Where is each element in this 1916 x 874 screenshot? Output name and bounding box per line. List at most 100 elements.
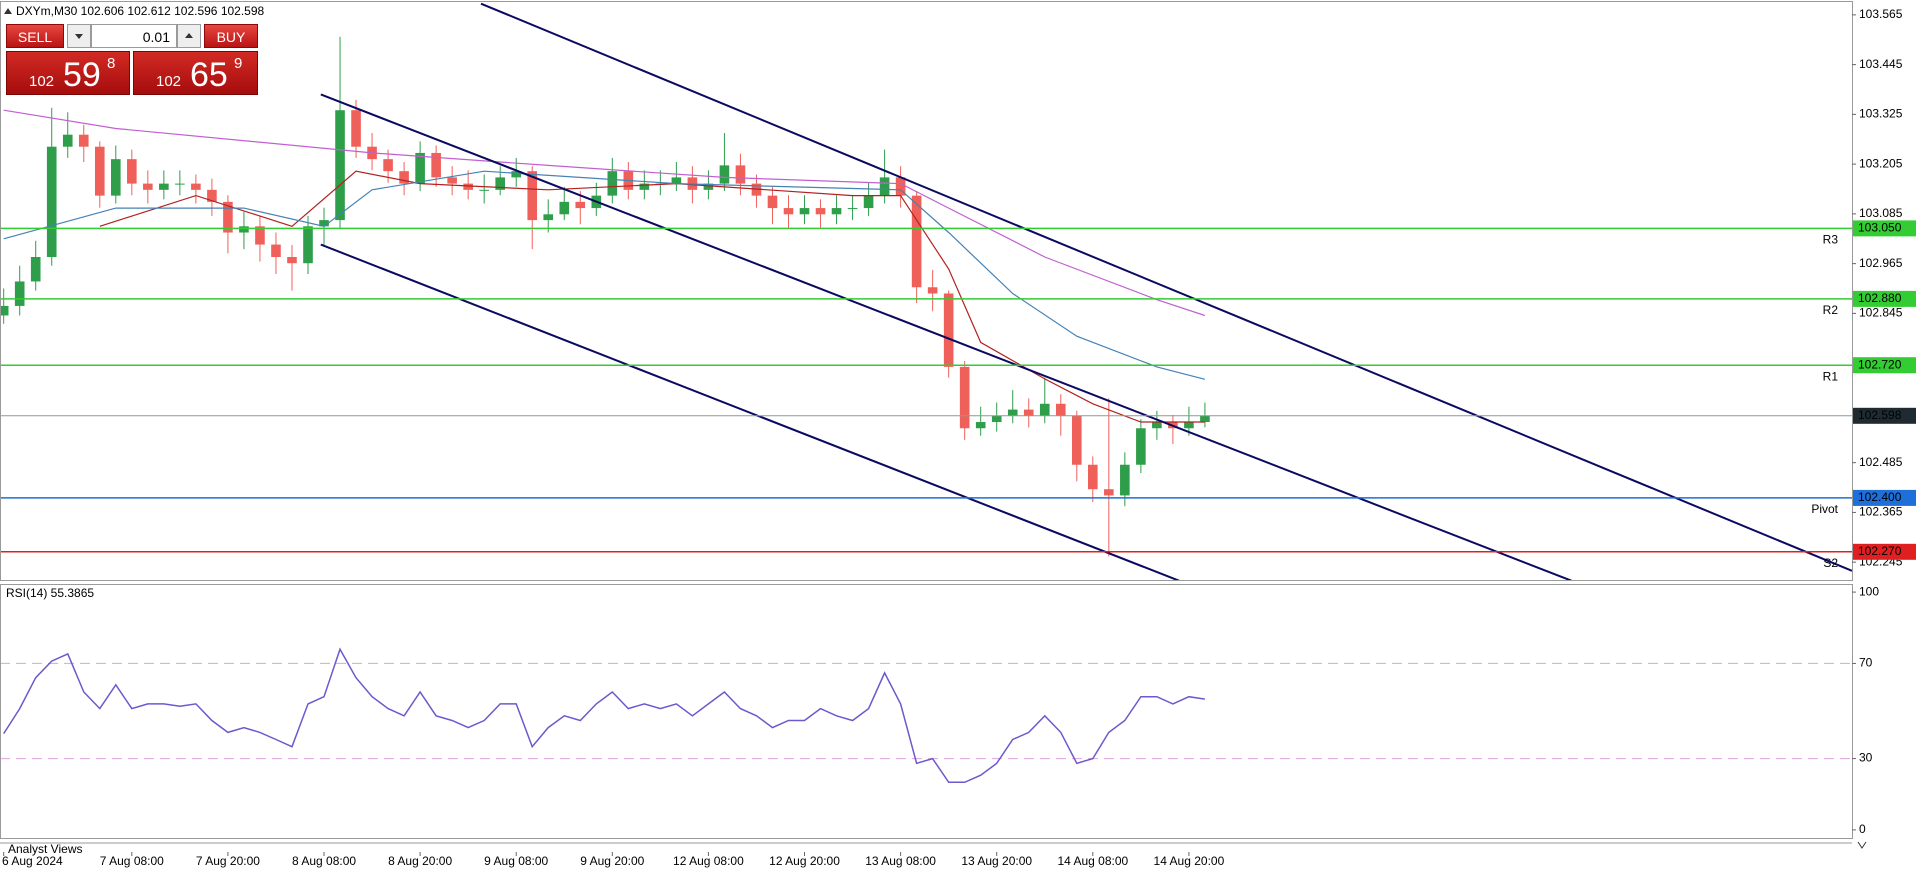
candle-body: [719, 165, 730, 184]
candle-body: [319, 220, 329, 227]
y-tick-label: 103.565: [1859, 7, 1903, 21]
one-click-trading-panel: SELL 0.01 BUY 102 59 8 102 65 9: [6, 24, 258, 96]
channel-line: [480, 2, 1852, 572]
candle-body: [879, 177, 890, 196]
y-tick-label: 30: [1859, 751, 1873, 765]
rsi-pane: 100 70 30 0 RSI(14) 55.3865: [1, 584, 1879, 836]
candle-body: [1007, 409, 1018, 416]
candle-body: [607, 171, 618, 196]
candle-body: [863, 195, 874, 209]
pivot-level-box: [1853, 357, 1916, 374]
lot-increase[interactable]: [177, 24, 201, 48]
pivot-level-name: Pivot: [1811, 502, 1838, 516]
pivot-level-box: [1853, 220, 1916, 237]
candle-body: [191, 183, 201, 190]
sell-price[interactable]: 102 59 8: [6, 51, 130, 95]
sell-price-small: 8: [107, 55, 116, 72]
pivot-level-label: 103.050: [1858, 221, 1902, 235]
analyst-views-tab[interactable]: Analyst Views: [8, 842, 82, 856]
channel-line: [320, 243, 1180, 580]
x-tick-label: 7 Aug 08:00: [100, 854, 164, 868]
channel-line: [320, 93, 1573, 580]
y-tick-label: 70: [1859, 656, 1873, 670]
rsi-pane-frame: [0, 584, 1853, 839]
x-tick-label: 12 Aug 08:00: [673, 854, 744, 868]
candle-body: [703, 183, 714, 190]
candle-body: [1023, 409, 1034, 416]
pivot-level-name: R2: [1823, 303, 1839, 317]
plot-area: [1, 2, 1852, 580]
pivot-level-name: R3: [1823, 233, 1839, 247]
candle-body: [351, 110, 361, 147]
candle-body: [479, 189, 489, 191]
y-tick-label: 102.485: [1859, 455, 1903, 469]
collapse-icon[interactable]: [4, 8, 12, 14]
candle-body: [911, 195, 922, 288]
x-tick-label: 7 Aug 20:00: [196, 854, 260, 868]
pivot-level-label: 102.720: [1858, 357, 1902, 371]
lot-decrease[interactable]: [67, 24, 91, 48]
pivot-level-box: [1853, 290, 1916, 307]
candle-body: [639, 183, 650, 190]
current-price-box: [1853, 407, 1916, 424]
candle-body: [1071, 415, 1082, 465]
y-tick-label: 103.205: [1859, 156, 1903, 170]
candle-body: [575, 201, 586, 209]
candle-body: [943, 293, 954, 367]
candle-body: [159, 183, 169, 190]
candle-body: [783, 208, 794, 215]
candle-body: [1088, 464, 1098, 490]
moving-average: [99, 170, 1205, 423]
lot-input[interactable]: 0.01: [91, 24, 177, 48]
candle-body: [94, 146, 105, 196]
candle-body: [223, 201, 233, 233]
candle-body: [1055, 403, 1066, 416]
candle-body: [991, 415, 1002, 423]
candle-body: [383, 159, 393, 172]
main-pane-frame: [0, 1, 1853, 581]
pivot-level-box: [1853, 489, 1916, 506]
candle-body: [543, 214, 554, 221]
current-price-label: 102.598: [1858, 408, 1902, 422]
candle-body: [431, 152, 441, 178]
x-tick-label: 13 Aug 20:00: [961, 854, 1032, 868]
sell-button[interactable]: SELL: [6, 24, 64, 48]
candle-body: [239, 226, 249, 233]
candle-body: [671, 177, 682, 184]
expand-icon[interactable]: [1857, 841, 1867, 849]
candle-body: [495, 177, 506, 190]
y-tick-label: 103.445: [1859, 57, 1903, 71]
symbol-info: DXYm,M30 102.606 102.612 102.596 102.598: [16, 4, 265, 18]
rsi-line: [3, 647, 1206, 784]
candle-body: [1, 305, 9, 316]
buy-button[interactable]: BUY: [204, 24, 258, 48]
y-tick-label: 100: [1859, 584, 1879, 598]
candle-body: [175, 183, 185, 185]
candle-body: [1104, 489, 1114, 496]
candle-body: [847, 208, 858, 210]
pivot-level-label: 102.270: [1858, 544, 1902, 558]
candle-body: [927, 287, 938, 294]
candle-body: [975, 422, 986, 429]
moving-average: [3, 109, 1206, 317]
candle-body: [799, 208, 810, 215]
candle-body: [447, 177, 457, 184]
x-tick-label: 13 Aug 08:00: [865, 854, 936, 868]
candle-body: [1120, 464, 1130, 496]
buy-price-big: 102: [156, 73, 182, 90]
candle-body: [415, 152, 425, 184]
x-tick-label: 14 Aug 20:00: [1154, 854, 1225, 868]
candle-body: [959, 366, 970, 429]
x-tick-label: 8 Aug 08:00: [292, 854, 356, 868]
buy-price[interactable]: 102 65 9: [133, 51, 258, 95]
candle-body: [143, 183, 153, 190]
candle-body: [463, 183, 473, 190]
candle-body: [767, 195, 778, 209]
pivot-level-name: S2: [1823, 556, 1838, 570]
buy-price-small: 9: [234, 55, 243, 72]
x-tick-label: 9 Aug 20:00: [580, 854, 644, 868]
sell-price-big: 102: [29, 73, 55, 90]
x-tick-label: 6 Aug 2024: [2, 854, 63, 868]
candle-body: [271, 244, 281, 257]
candle-body: [559, 201, 570, 215]
